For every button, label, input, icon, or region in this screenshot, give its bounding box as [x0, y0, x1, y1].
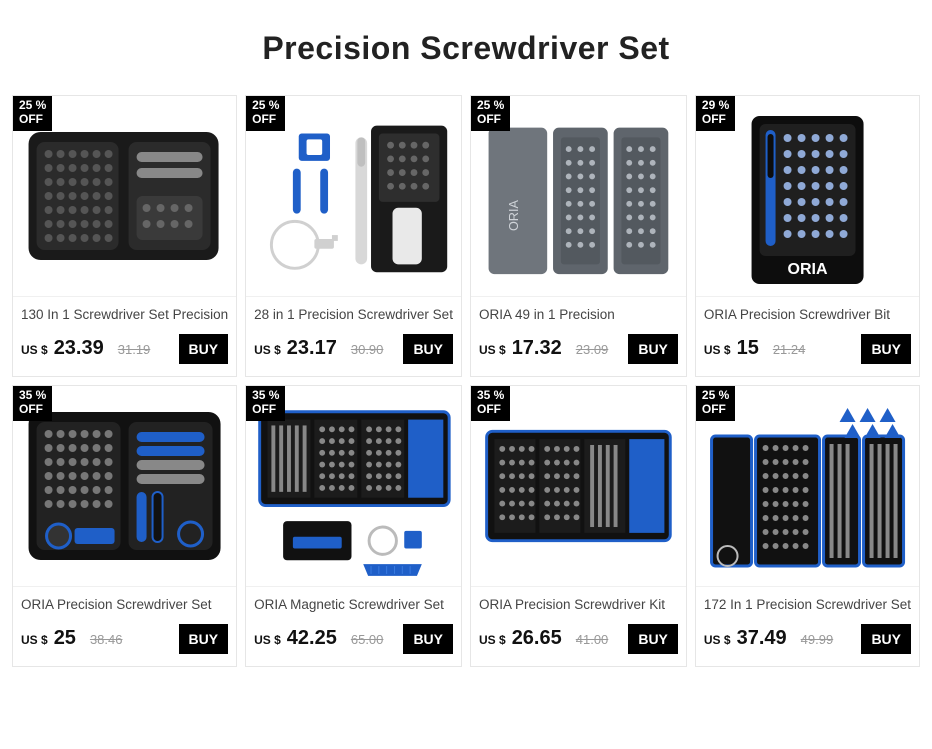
- currency-label: US $: [254, 633, 281, 647]
- price-value: 42.25: [287, 627, 337, 650]
- price-value: 26.65: [512, 627, 562, 650]
- discount-value: 29 %: [702, 98, 729, 112]
- discount-value: 25 %: [702, 388, 729, 402]
- discount-badge: 35 % OFF: [471, 386, 510, 421]
- old-price: 38.46: [90, 632, 123, 647]
- product-card[interactable]: 25 % OFF: [12, 95, 237, 377]
- off-label: OFF: [19, 113, 46, 127]
- svg-text:ORIA: ORIA: [787, 261, 827, 278]
- product-card[interactable]: 29 % OFF ORIA ORIA Pre: [695, 95, 920, 377]
- price-value: 37.49: [737, 627, 787, 650]
- buy-button[interactable]: BUY: [179, 624, 229, 654]
- old-price: 49.99: [801, 632, 834, 647]
- price-row: US $ 25 38.46 BUY: [13, 618, 236, 666]
- price-row: US $ 23.39 31.19 BUY: [13, 328, 236, 376]
- discount-badge: 29 % OFF: [696, 96, 735, 131]
- off-label: OFF: [477, 113, 504, 127]
- price-row: US $ 26.65 41.00 BUY: [471, 618, 686, 666]
- discount-value: 35 %: [477, 388, 504, 402]
- product-card[interactable]: 25 % OFF ORIA: [470, 95, 687, 377]
- price-row: US $ 37.49 49.99 BUY: [696, 618, 919, 666]
- buy-button[interactable]: BUY: [861, 624, 911, 654]
- old-price: 31.19: [118, 342, 151, 357]
- price-row: US $ 23.17 30.90 BUY: [246, 328, 461, 376]
- currency-label: US $: [254, 343, 281, 357]
- old-price: 30.90: [351, 342, 384, 357]
- discount-value: 25 %: [19, 98, 46, 112]
- discount-value: 25 %: [252, 98, 279, 112]
- currency-label: US $: [479, 343, 506, 357]
- currency-label: US $: [704, 343, 731, 357]
- product-name: ORIA 49 in 1 Precision: [471, 296, 686, 328]
- page-title: Precision Screwdriver Set: [12, 30, 920, 67]
- product-grid: 25 % OFF: [12, 95, 920, 667]
- price-row: US $ 42.25 65.00 BUY: [246, 618, 461, 666]
- product-name: 130 In 1 Screwdriver Set Precision: [13, 296, 236, 328]
- product-card[interactable]: 25 % OFF: [695, 385, 920, 667]
- discount-badge: 25 % OFF: [13, 96, 52, 131]
- buy-button[interactable]: BUY: [179, 334, 229, 364]
- product-name: 172 In 1 Precision Screwdriver Set: [696, 586, 919, 618]
- buy-button[interactable]: BUY: [403, 334, 453, 364]
- off-label: OFF: [477, 403, 504, 417]
- currency-label: US $: [704, 633, 731, 647]
- product-card[interactable]: 25 % OFF: [245, 95, 462, 377]
- discount-badge: 25 % OFF: [471, 96, 510, 131]
- product-name: ORIA Precision Screwdriver Bit: [696, 296, 919, 328]
- currency-label: US $: [21, 633, 48, 647]
- off-label: OFF: [702, 403, 729, 417]
- old-price: 65.00: [351, 632, 384, 647]
- discount-value: 25 %: [477, 98, 504, 112]
- off-label: OFF: [702, 113, 729, 127]
- off-label: OFF: [252, 113, 279, 127]
- currency-label: US $: [479, 633, 506, 647]
- discount-badge: 25 % OFF: [696, 386, 735, 421]
- discount-badge: 35 % OFF: [13, 386, 52, 421]
- price-row: US $ 15 21.24 BUY: [696, 328, 919, 376]
- off-label: OFF: [19, 403, 46, 417]
- price-value: 23.39: [54, 337, 104, 360]
- price-value: 15: [737, 337, 759, 360]
- product-name: ORIA Precision Screwdriver Set: [13, 586, 236, 618]
- currency-label: US $: [21, 343, 48, 357]
- product-card[interactable]: 35 % OFF: [12, 385, 237, 667]
- price-value: 17.32: [512, 337, 562, 360]
- buy-button[interactable]: BUY: [628, 624, 678, 654]
- buy-button[interactable]: BUY: [403, 624, 453, 654]
- product-name: 28 in 1 Precision Screwdriver Set: [246, 296, 461, 328]
- old-price: 23.09: [576, 342, 609, 357]
- discount-value: 35 %: [19, 388, 46, 402]
- product-card[interactable]: 35 % OFF: [245, 385, 462, 667]
- price-row: US $ 17.32 23.09 BUY: [471, 328, 686, 376]
- product-name: ORIA Precision Screwdriver Kit: [471, 586, 686, 618]
- off-label: OFF: [252, 403, 279, 417]
- product-card[interactable]: 35 % OFF: [470, 385, 687, 667]
- old-price: 41.00: [576, 632, 609, 647]
- product-name: ORIA Magnetic Screwdriver Set: [246, 586, 461, 618]
- discount-badge: 35 % OFF: [246, 386, 285, 421]
- price-value: 23.17: [287, 337, 337, 360]
- svg-text:ORIA: ORIA: [507, 199, 521, 231]
- price-value: 25: [54, 627, 76, 650]
- buy-button[interactable]: BUY: [861, 334, 911, 364]
- discount-value: 35 %: [252, 388, 279, 402]
- discount-badge: 25 % OFF: [246, 96, 285, 131]
- buy-button[interactable]: BUY: [628, 334, 678, 364]
- old-price: 21.24: [773, 342, 806, 357]
